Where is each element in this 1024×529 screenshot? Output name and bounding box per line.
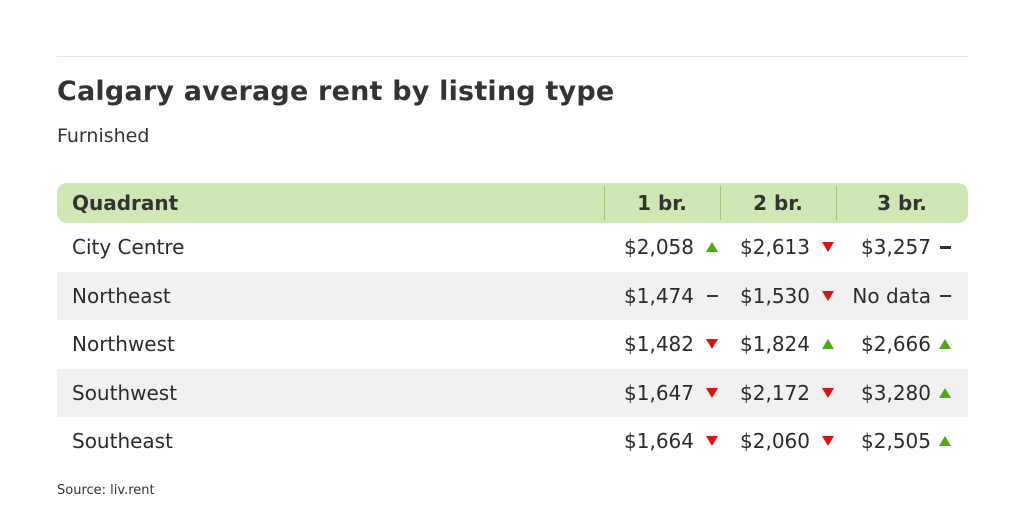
trend-up-icon <box>820 320 836 369</box>
triangle-up-icon <box>939 387 951 398</box>
quadrant-label: City Centre <box>72 235 185 259</box>
triangle-down-icon <box>822 242 834 253</box>
source-note: Source: liv.rent <box>57 483 155 498</box>
rent-value: No data <box>852 283 931 308</box>
header-divider <box>720 186 721 220</box>
rent-value: $2,060 <box>740 429 810 453</box>
quadrant-label: Southwest <box>72 380 178 405</box>
table-body: City Centre $2,058 $2,613 $3,257 Northeast $1… <box>57 223 968 466</box>
rent-value: $2,613 <box>740 235 810 259</box>
trend-down-icon <box>820 417 836 466</box>
rent-value: $1,824 <box>740 332 810 356</box>
chart-subtitle: Furnished <box>57 125 150 147</box>
rent-table: Quadrant 1 br. 2 br. 3 br. City Centre $2… <box>57 183 968 466</box>
rent-value: $2,172 <box>740 380 810 405</box>
rent-value: $2,058 <box>624 235 694 259</box>
trend-down-icon <box>820 272 836 321</box>
header-1br: 1 br. <box>637 191 687 215</box>
rent-value: $2,666 <box>861 332 931 356</box>
dash-icon <box>939 246 951 249</box>
dash-icon <box>706 294 718 297</box>
triangle-up-icon <box>939 436 951 447</box>
quadrant-label: Northeast <box>72 283 171 308</box>
trend-up-icon <box>704 223 720 272</box>
table-row: Southeast $1,664 $2,060 $2,505 <box>57 417 968 466</box>
trend-down-icon <box>704 320 720 369</box>
trend-down-icon <box>820 223 836 272</box>
triangle-down-icon <box>822 290 834 301</box>
trend-flat-icon <box>704 272 720 321</box>
dash-icon <box>939 294 951 297</box>
trend-flat-icon <box>937 223 953 272</box>
trend-up-icon <box>937 369 953 418</box>
triangle-up-icon <box>822 339 834 350</box>
rent-value: $1,647 <box>624 380 694 405</box>
top-divider <box>57 56 968 57</box>
trend-down-icon <box>704 369 720 418</box>
header-2br: 2 br. <box>753 191 803 215</box>
table-row: Southwest $1,647 $2,172 $3,280 <box>57 368 968 418</box>
triangle-down-icon <box>822 436 834 447</box>
rent-value: $3,280 <box>861 380 931 405</box>
quadrant-label: Northwest <box>72 332 175 356</box>
triangle-down-icon <box>706 436 718 447</box>
triangle-up-icon <box>706 242 718 253</box>
triangle-down-icon <box>822 387 834 398</box>
rent-value: $1,530 <box>740 283 810 308</box>
quadrant-label: Southeast <box>72 429 173 453</box>
triangle-down-icon <box>706 387 718 398</box>
table-row: City Centre $2,058 $2,613 $3,257 <box>57 223 968 272</box>
trend-down-icon <box>704 417 720 466</box>
chart-title: Calgary average rent by listing type <box>57 76 615 107</box>
rent-value: $1,474 <box>624 283 694 308</box>
trend-up-icon <box>937 320 953 369</box>
trend-up-icon <box>937 417 953 466</box>
triangle-down-icon <box>706 339 718 350</box>
header-divider <box>604 186 605 220</box>
trend-down-icon <box>820 369 836 418</box>
table-header: Quadrant 1 br. 2 br. 3 br. <box>57 183 968 223</box>
rent-value: $2,505 <box>861 429 931 453</box>
header-divider <box>836 186 837 220</box>
trend-flat-icon <box>937 272 953 321</box>
rent-value: $3,257 <box>861 235 931 259</box>
rent-value: $1,482 <box>624 332 694 356</box>
header-3br: 3 br. <box>877 191 927 215</box>
table-row: Northeast $1,474 $1,530 No data <box>57 271 968 321</box>
triangle-up-icon <box>939 339 951 350</box>
table-row: Northwest $1,482 $1,824 $2,666 <box>57 320 968 369</box>
header-quadrant: Quadrant <box>72 191 179 215</box>
rent-value: $1,664 <box>624 429 694 453</box>
